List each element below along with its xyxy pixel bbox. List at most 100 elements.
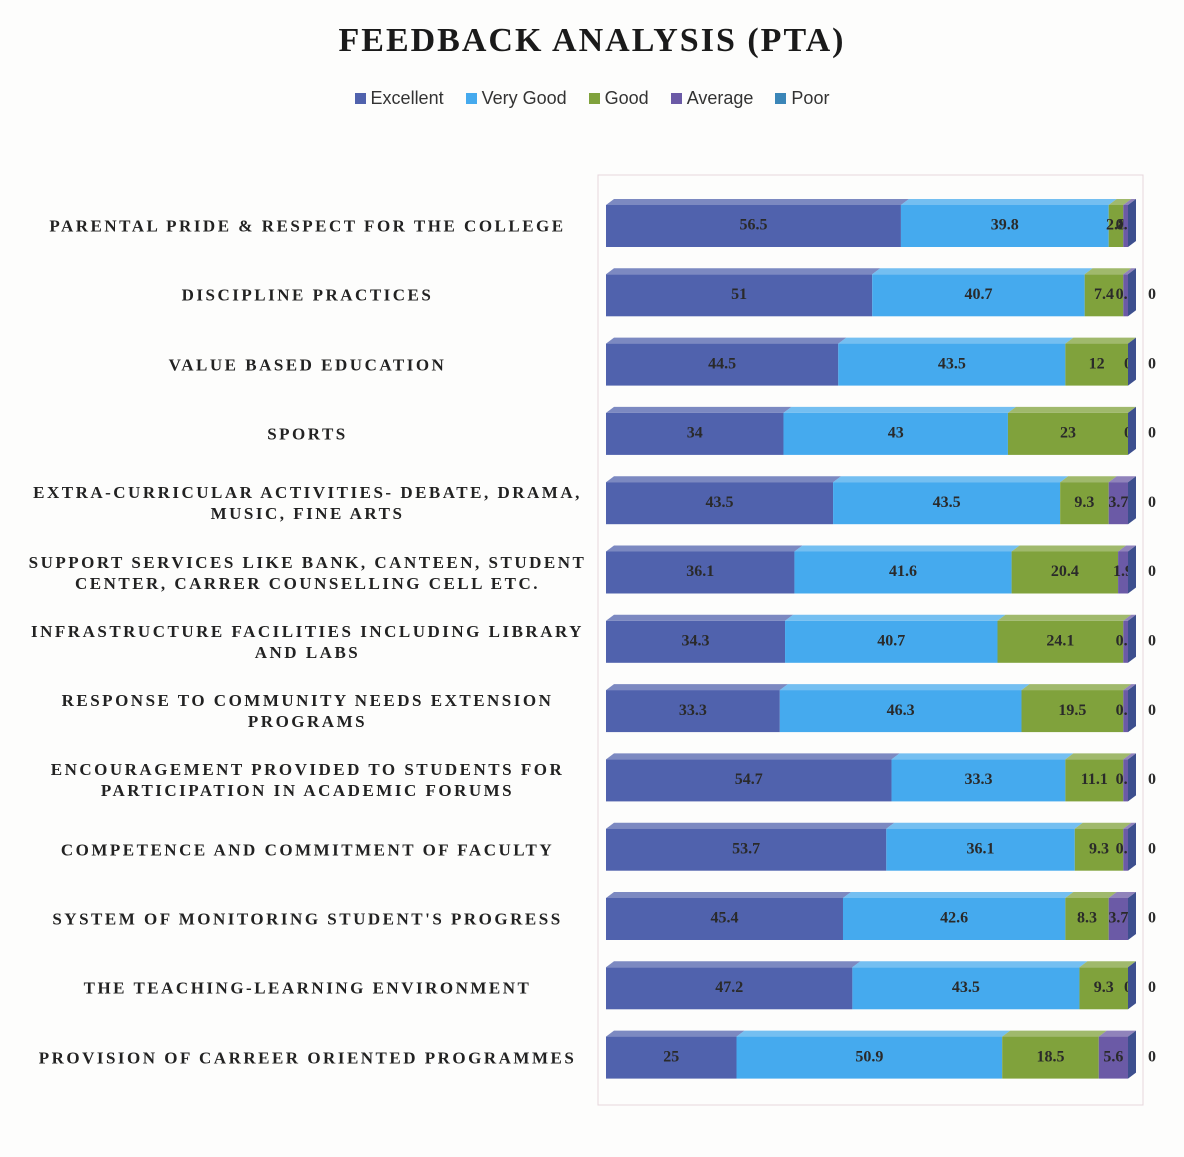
chart-title: FEEDBACK ANALYSIS (PTA) [338,22,846,59]
bar-side-face [1128,476,1136,525]
value-label: 43.5 [933,494,961,511]
bar-segment [1079,967,1128,1010]
legend-item: Good [588,88,649,109]
bar-top-face [1074,822,1132,829]
bar-segment [1065,759,1124,802]
bar-top-face [833,476,1069,483]
bar-top-face [606,545,803,552]
bar-top-face [1123,753,1136,760]
bar-segment [1118,551,1128,594]
bar-side-face [1128,199,1136,247]
bar-side-face [1128,753,1136,802]
bar-top-face [606,614,794,621]
bar-segment [1123,828,1128,871]
bar-top-face [1021,684,1132,691]
legend-swatch [465,93,477,104]
value-label: 50.9 [855,1048,883,1065]
legend-item: Very Good [465,88,567,109]
bar-segment [794,551,1012,594]
value-label: 20.4 [1051,563,1079,580]
value-label: 51 [731,286,747,303]
bar-top-face [1084,268,1132,275]
value-label: 0 [1148,702,1156,719]
bar-segment [606,1036,737,1079]
value-label: 2.8 [1106,217,1126,234]
value-label: 43.5 [706,494,734,511]
value-label: 25 [663,1048,679,1065]
bar-side-face [1128,406,1136,455]
value-label: 0 [1148,425,1156,442]
value-label: 0 [1148,286,1156,303]
bar-top-face [783,406,1016,413]
category-label: ENCOURAGEMENT PROVIDED TO STUDENTS FOR P… [50,760,565,801]
bar-segment [1123,205,1128,247]
value-label: 53.7 [732,840,760,857]
bar-segment [606,759,892,802]
bar-top-face [606,753,900,760]
value-label: 12 [1089,355,1105,372]
bar-segment [1123,620,1128,663]
value-label: 34 [687,425,703,442]
bar-segment [1084,274,1124,317]
bar-segment [606,205,901,247]
bar-top-face [1065,892,1117,898]
bar-top-face [736,1030,1011,1037]
value-label: 43.5 [952,979,980,996]
bar-segment [997,620,1124,663]
category-label: SUPPORT SERVICES LIKE BANK, CANTEEN, STU… [28,552,587,593]
bar-top-face [606,684,788,691]
bar-top-face [794,545,1020,552]
category-label: SYSTEM OF MONITORING STUDENT'S PROGRESS [52,909,563,929]
bar-top-face [1108,892,1136,898]
bar-segment [606,898,843,940]
value-label: 41.6 [889,563,917,580]
bar-top-face [872,268,1093,275]
value-label: 3.7 [1108,910,1128,927]
value-label: 18.5 [1036,1048,1064,1065]
legend-swatch [354,93,366,104]
bar-top-face [1065,753,1132,760]
category-label: THE TEACHING-LEARNING ENVIRONMENT [83,978,532,998]
bar-top-face [779,684,1030,691]
value-label: 24.1 [1046,632,1074,649]
value-label: 36.1 [686,563,714,580]
value-label: 9.3 [1089,840,1109,857]
bar-segment [1123,274,1128,317]
value-label: 34.3 [682,632,710,649]
bar-segment [606,828,887,871]
bar-segment [606,967,853,1010]
bar-segment [1108,482,1128,525]
value-label: 0 [1148,840,1156,857]
bar-top-face [1123,614,1136,621]
bar-top-face [900,199,1117,205]
plot-frame [597,174,1144,1106]
value-label: 7.4 [1094,286,1114,303]
bar-segment [886,828,1075,871]
bar-segment [1074,828,1124,871]
value-label: 36.1 [967,840,995,857]
bar-segment [1065,343,1128,386]
bar-segment [900,205,1109,247]
bar-top-face [1002,1030,1107,1037]
bar-segment [606,620,786,663]
bar-side-face [1128,337,1136,386]
value-label: 40.7 [964,286,992,303]
bar-segment [1108,205,1124,247]
bar-segment [606,274,873,317]
bar-side-face [1128,1030,1136,1079]
bar-side-face [1128,614,1136,663]
legend-label: Excellent [370,88,444,108]
value-label: 39.8 [991,217,1019,234]
bar-segment [1007,412,1128,455]
value-label: 0 [1148,979,1156,996]
legend-item: Average [670,88,754,109]
bar-segment [783,412,1008,455]
legend-label: Average [686,88,754,108]
value-label: 0 [1148,910,1156,927]
bar-segment [838,343,1066,386]
bar-segment [842,898,1066,940]
bar-top-face [1123,199,1136,205]
value-label: 19.5 [1058,702,1086,719]
category-label: VALUE BASED EDUCATION [168,355,447,375]
bar-top-face [852,961,1088,968]
